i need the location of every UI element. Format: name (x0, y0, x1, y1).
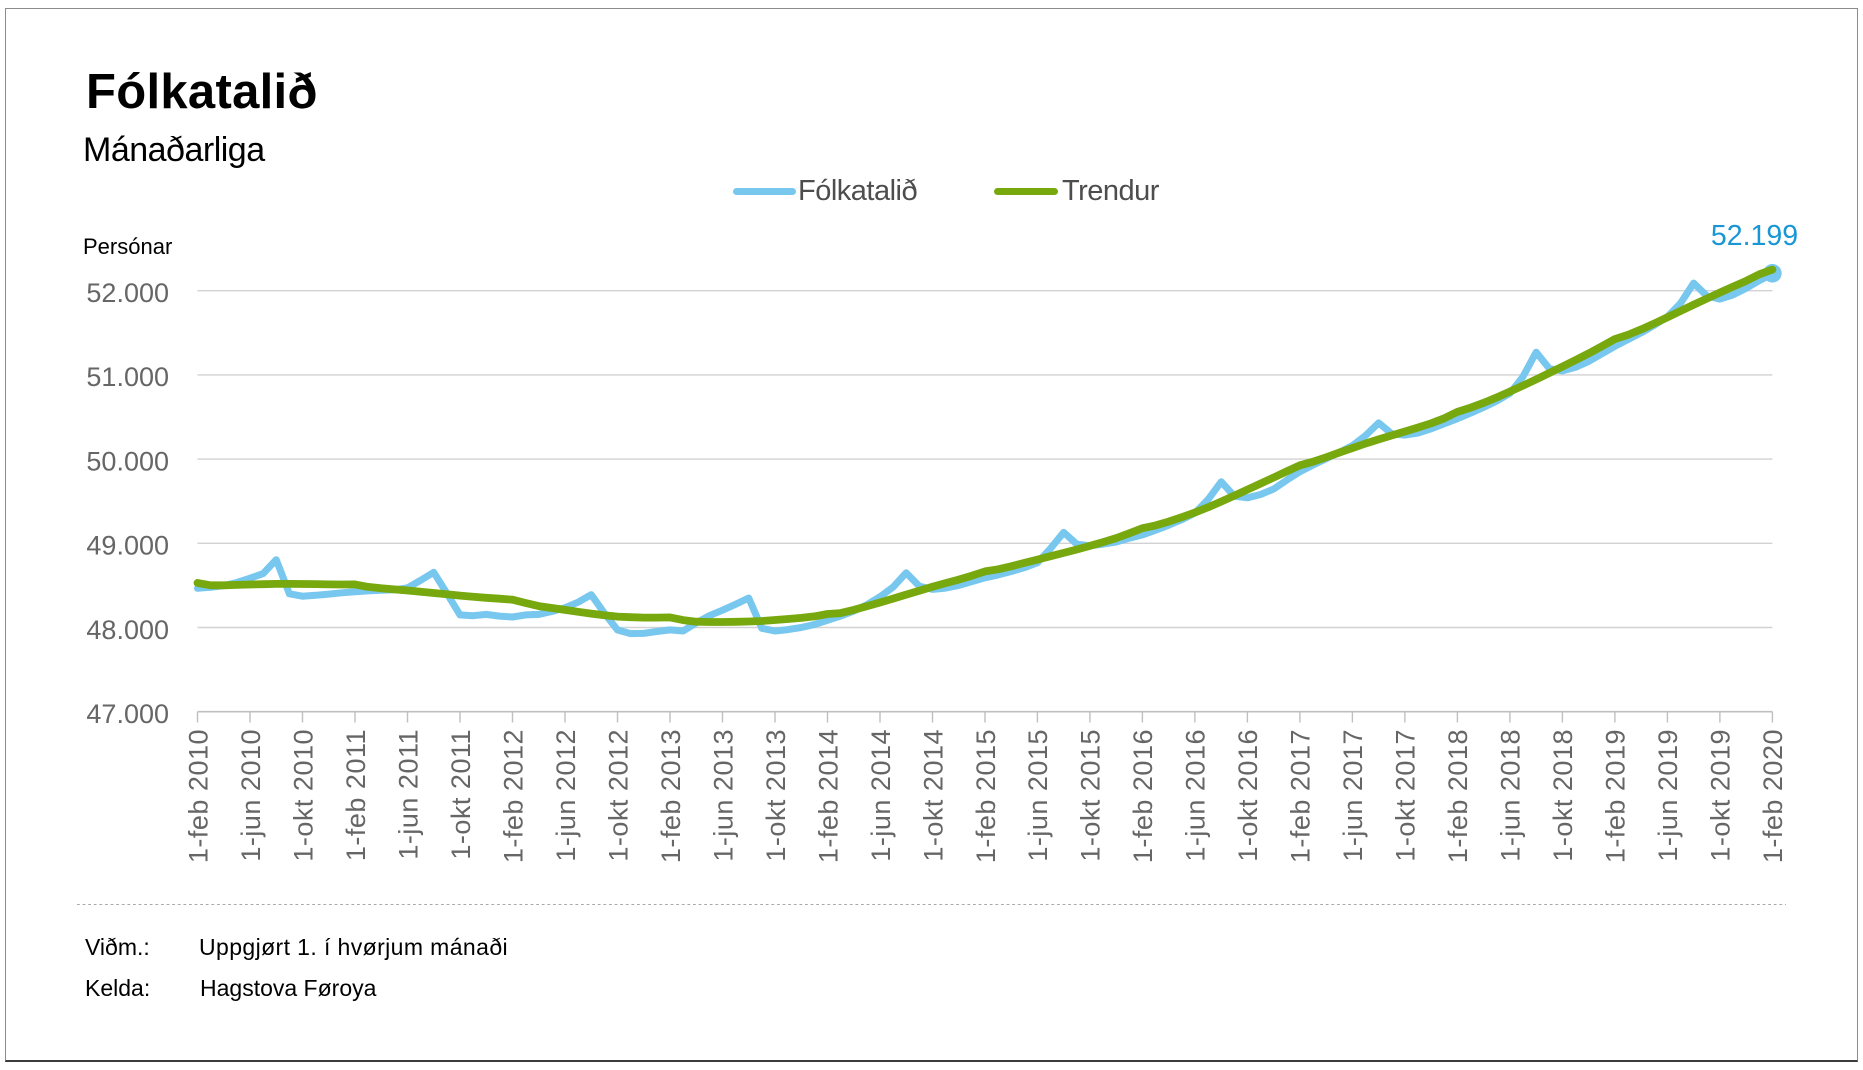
svg-text:1-jun 2019: 1-jun 2019 (1653, 729, 1683, 862)
svg-text:1-jun 2013: 1-jun 2013 (708, 729, 738, 862)
svg-text:48.000: 48.000 (86, 615, 169, 645)
svg-text:1-feb 2016: 1-feb 2016 (1128, 729, 1158, 863)
svg-text:1-feb 2010: 1-feb 2010 (183, 729, 213, 863)
svg-text:1-jun 2015: 1-jun 2015 (1023, 729, 1053, 862)
svg-text:1-jun 2011: 1-jun 2011 (393, 729, 423, 860)
svg-text:1-feb 2017: 1-feb 2017 (1286, 729, 1316, 863)
svg-text:51.000: 51.000 (86, 362, 169, 392)
svg-text:47.000: 47.000 (86, 699, 169, 729)
svg-text:1-okt 2016: 1-okt 2016 (1233, 729, 1263, 862)
svg-text:1-jun 2012: 1-jun 2012 (551, 729, 581, 862)
svg-text:1-feb 2013: 1-feb 2013 (656, 729, 686, 863)
svg-text:50.000: 50.000 (86, 446, 169, 476)
svg-text:1-jun 2016: 1-jun 2016 (1181, 729, 1211, 862)
svg-text:1-feb 2011: 1-feb 2011 (341, 729, 371, 861)
svg-text:1-okt 2019: 1-okt 2019 (1706, 729, 1736, 862)
svg-text:1-jun 2010: 1-jun 2010 (236, 729, 266, 862)
svg-text:1-feb 2019: 1-feb 2019 (1601, 729, 1631, 863)
svg-text:1-okt 2018: 1-okt 2018 (1548, 729, 1578, 862)
svg-text:1-okt 2013: 1-okt 2013 (761, 729, 791, 862)
svg-text:1-okt 2014: 1-okt 2014 (918, 729, 948, 862)
svg-text:1-okt 2012: 1-okt 2012 (603, 729, 633, 862)
svg-text:1-feb 2020: 1-feb 2020 (1758, 729, 1788, 863)
svg-text:1-feb 2015: 1-feb 2015 (971, 729, 1001, 863)
svg-text:1-jun 2018: 1-jun 2018 (1496, 729, 1526, 862)
svg-text:52.000: 52.000 (86, 278, 169, 308)
svg-text:1-okt 2017: 1-okt 2017 (1391, 729, 1421, 862)
svg-text:1-feb 2012: 1-feb 2012 (498, 729, 528, 863)
svg-text:1-feb 2014: 1-feb 2014 (813, 729, 843, 863)
svg-text:1-jun 2017: 1-jun 2017 (1338, 729, 1368, 862)
svg-text:1-okt 2011: 1-okt 2011 (446, 729, 476, 860)
svg-text:1-okt 2015: 1-okt 2015 (1076, 729, 1106, 862)
svg-text:52.199: 52.199 (1711, 220, 1798, 252)
svg-text:1-feb 2018: 1-feb 2018 (1443, 729, 1473, 863)
svg-text:1-jun 2014: 1-jun 2014 (866, 729, 896, 862)
svg-text:49.000: 49.000 (86, 531, 169, 561)
svg-text:1-okt 2010: 1-okt 2010 (288, 729, 318, 862)
